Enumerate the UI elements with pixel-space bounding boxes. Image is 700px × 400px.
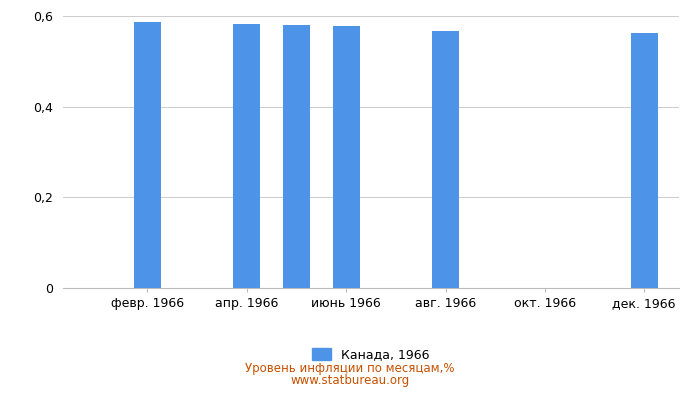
Bar [332, 26, 360, 288]
Bar [432, 31, 459, 288]
Bar [631, 33, 658, 288]
Text: www.statbureau.org: www.statbureau.org [290, 374, 410, 387]
Bar [134, 22, 161, 288]
Legend: Канада, 1966: Канада, 1966 [307, 343, 435, 366]
Bar [283, 25, 310, 288]
Text: Уровень инфляции по месяцам,%: Уровень инфляции по месяцам,% [245, 362, 455, 375]
Bar [233, 24, 260, 288]
